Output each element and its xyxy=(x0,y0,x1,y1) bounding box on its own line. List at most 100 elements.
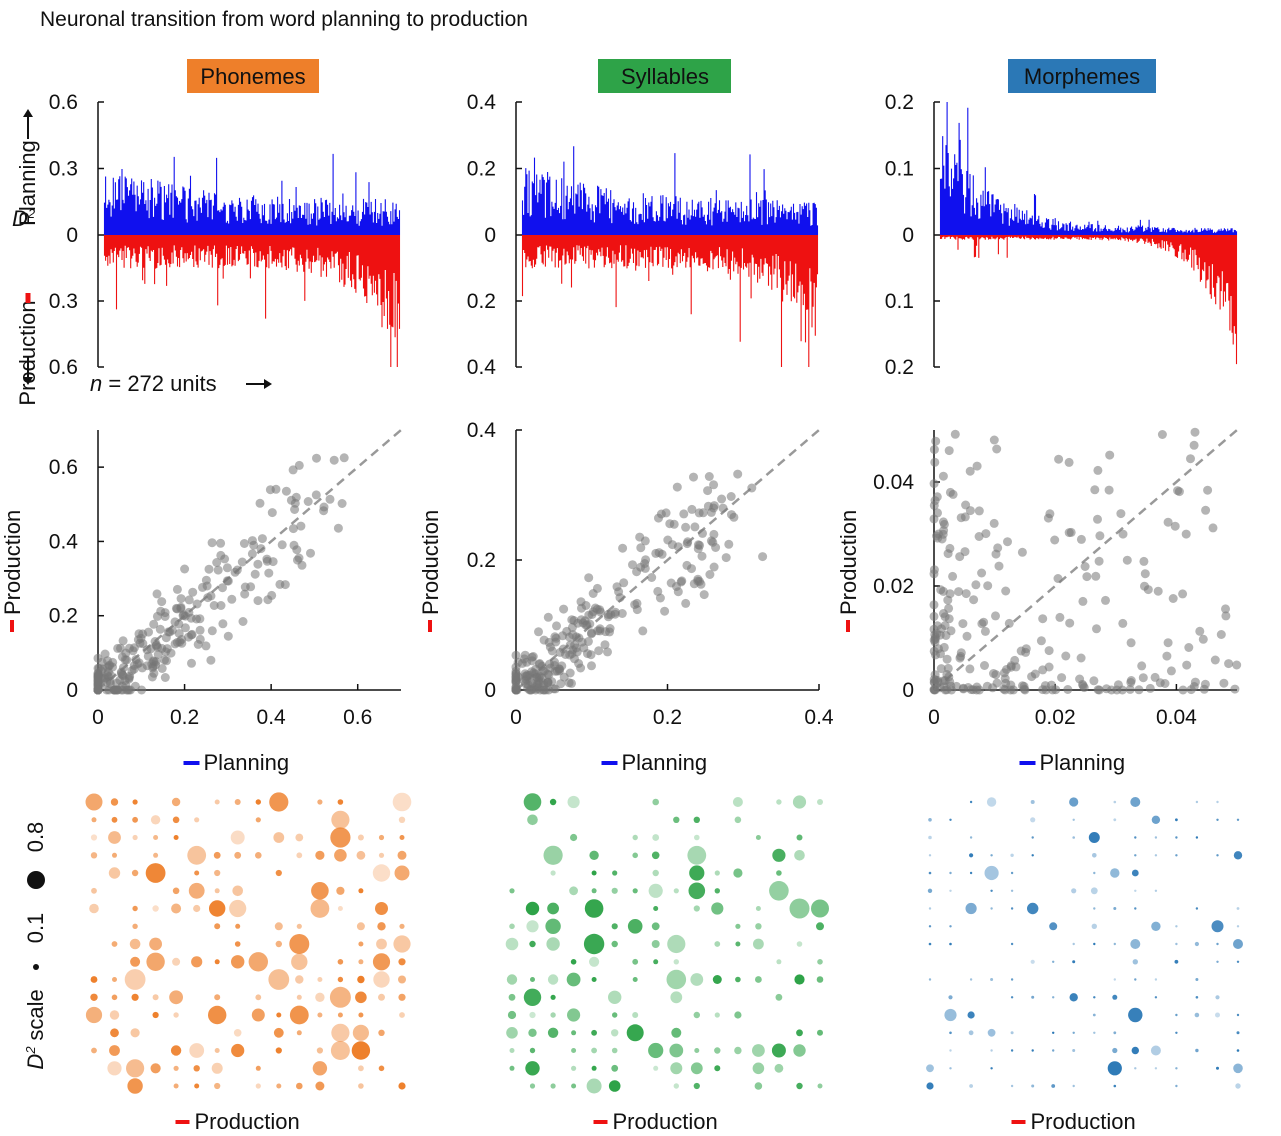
grid-x-label: Production xyxy=(1031,1109,1136,1134)
grid-dot xyxy=(1154,978,1158,981)
grid-dot xyxy=(399,923,405,929)
scatter-point xyxy=(977,568,987,578)
scatter-point xyxy=(656,509,666,519)
scatter-point xyxy=(619,578,629,588)
scatter-point xyxy=(1140,581,1149,591)
grid-dot xyxy=(571,1065,577,1071)
grid-dot xyxy=(1092,1013,1096,1017)
scatter-point xyxy=(93,685,103,695)
grid-dot xyxy=(1134,1067,1137,1070)
grid-dot xyxy=(1134,854,1137,857)
grid-dot xyxy=(1134,836,1137,839)
grid-dot xyxy=(1236,1031,1240,1035)
grid-dot xyxy=(130,1028,140,1038)
scatter-point xyxy=(929,479,939,489)
scatter-point xyxy=(108,657,118,667)
grid-dot xyxy=(928,907,932,910)
scatter-point xyxy=(966,685,976,695)
grid-dot xyxy=(670,1062,683,1075)
scatter-point xyxy=(550,661,560,670)
grid-dot xyxy=(1110,868,1120,878)
grid-dot xyxy=(173,1083,179,1089)
scatter-phonemes: 00 0.2 0.2 0.4 0.4 0.6 0.6 Planning Production xyxy=(0,429,402,775)
grid-dot xyxy=(1194,1012,1200,1018)
grid-dot xyxy=(817,1029,823,1036)
scatter-point xyxy=(1221,611,1231,621)
grid-dot xyxy=(687,845,707,865)
grid-dot xyxy=(273,1027,284,1038)
grid-dot xyxy=(231,1043,245,1058)
grid-dot xyxy=(1216,800,1219,804)
scatter-point xyxy=(528,652,538,661)
scatter-point xyxy=(558,631,568,641)
grid-dot xyxy=(529,1083,536,1089)
grid-dot xyxy=(550,1012,556,1018)
grid-dot xyxy=(734,1046,742,1055)
scatter-point xyxy=(1101,595,1110,605)
scatter-point xyxy=(1030,669,1040,679)
grid-dot xyxy=(1236,818,1240,821)
scatter-point xyxy=(969,595,979,605)
scale-word: scale xyxy=(23,989,48,1040)
grid-dot xyxy=(734,816,742,824)
grid-dot xyxy=(547,902,559,915)
scatter-point xyxy=(603,647,612,657)
scatter-point xyxy=(1168,594,1178,603)
scatter-point xyxy=(539,635,549,645)
grid-dot xyxy=(1175,836,1178,839)
grid-dot xyxy=(1216,854,1219,857)
production-bars xyxy=(103,235,401,367)
grid-dot xyxy=(673,888,679,894)
grid-dot xyxy=(611,940,618,948)
grid-dot xyxy=(296,1082,303,1090)
grid-dot xyxy=(378,1029,385,1037)
scatter-point xyxy=(933,508,942,518)
scatter-point xyxy=(151,657,161,667)
scatter-point xyxy=(958,683,968,693)
grid-dot xyxy=(375,902,388,915)
grid-dot xyxy=(1134,907,1137,910)
grid-dot xyxy=(169,990,184,1005)
scatter-point xyxy=(600,640,610,650)
grid-dot xyxy=(990,907,993,910)
grid-dot xyxy=(796,941,803,947)
scatter-point xyxy=(945,543,955,553)
grid-dot xyxy=(1130,939,1141,949)
grid-dot xyxy=(611,887,618,894)
scatter-point xyxy=(1153,586,1163,596)
scatter-point xyxy=(294,553,304,563)
scatter-point xyxy=(118,636,128,646)
grid-dot xyxy=(1049,922,1058,931)
scatter-point xyxy=(319,506,329,516)
scatter-point xyxy=(930,457,940,467)
grid-dot xyxy=(317,799,323,805)
grid-dot xyxy=(1093,1031,1096,1035)
scatter-point xyxy=(1125,684,1135,694)
scatter-y-tick-label: 0.6 xyxy=(49,456,78,479)
scatter-point xyxy=(1190,677,1200,687)
grid-dot xyxy=(112,852,117,858)
grid-dot xyxy=(632,834,638,841)
scatter-point xyxy=(974,506,984,516)
scatter-point xyxy=(938,517,948,527)
scatter-point xyxy=(1008,685,1018,695)
scatter-point xyxy=(936,664,946,674)
grid-dot xyxy=(1051,1084,1056,1088)
scatter-point xyxy=(240,582,250,592)
grid-dot xyxy=(509,888,515,894)
grid-dot xyxy=(1072,960,1076,964)
grid-dot xyxy=(648,1042,664,1059)
grid-dot xyxy=(1216,1066,1219,1070)
grid-dot xyxy=(984,865,999,881)
grid-dot xyxy=(1031,995,1035,999)
grid-dot xyxy=(589,850,599,860)
grid-dot xyxy=(652,798,659,806)
grid-dot xyxy=(255,994,262,1001)
scatter-point xyxy=(520,669,530,679)
grid-dot xyxy=(550,994,556,1000)
grid-dot xyxy=(651,940,660,948)
grid-dot xyxy=(337,906,343,911)
grid-dot xyxy=(1010,1049,1014,1052)
grid-dot xyxy=(583,933,605,955)
grid-dot xyxy=(693,1011,700,1019)
